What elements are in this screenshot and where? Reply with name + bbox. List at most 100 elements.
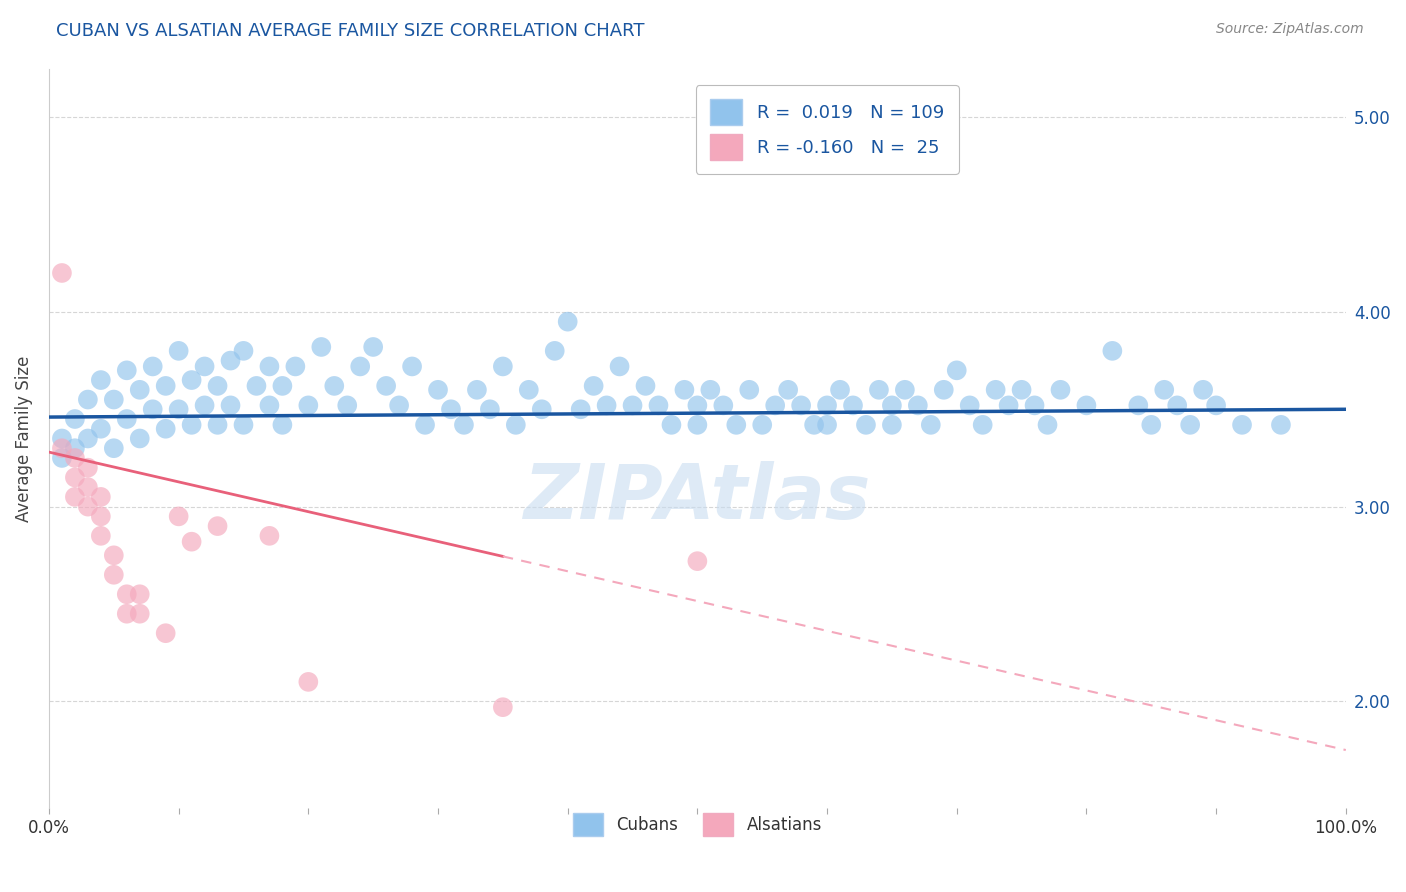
Point [128, 587, 150, 601]
Point [997, 398, 1019, 412]
Point [63, 450, 86, 465]
Point [465, 383, 488, 397]
Point [557, 315, 579, 329]
Point [959, 398, 981, 412]
Point [388, 398, 411, 412]
Point [1192, 383, 1215, 397]
Point [920, 417, 942, 432]
Point [63, 470, 86, 484]
Point [142, 402, 165, 417]
Point [1270, 417, 1292, 432]
Point [207, 379, 229, 393]
Point [51, 266, 73, 280]
Point [1153, 383, 1175, 397]
Point [77, 500, 100, 514]
Point [868, 383, 890, 397]
Point [609, 359, 631, 374]
Point [180, 373, 202, 387]
Point [90, 529, 112, 543]
Point [232, 343, 254, 358]
Point [90, 422, 112, 436]
Point [492, 359, 515, 374]
Point [167, 343, 190, 358]
Point [128, 607, 150, 621]
Point [51, 432, 73, 446]
Point [907, 398, 929, 412]
Point [815, 417, 838, 432]
Point [517, 383, 540, 397]
Point [297, 398, 319, 412]
Point [155, 422, 177, 436]
Point [1036, 417, 1059, 432]
Point [115, 363, 138, 377]
Point [180, 417, 202, 432]
Point [1140, 417, 1163, 432]
Point [361, 340, 384, 354]
Point [271, 379, 294, 393]
Point [63, 412, 86, 426]
Point [699, 383, 721, 397]
Point [194, 359, 217, 374]
Point [167, 509, 190, 524]
Point [1101, 343, 1123, 358]
Point [349, 359, 371, 374]
Point [311, 340, 333, 354]
Point [673, 383, 696, 397]
Point [855, 417, 877, 432]
Point [440, 402, 463, 417]
Point [207, 417, 229, 432]
Point [103, 392, 125, 407]
Point [128, 383, 150, 397]
Y-axis label: Average Family Size: Average Family Size [15, 355, 32, 522]
Point [738, 383, 761, 397]
Point [167, 402, 190, 417]
Text: ZIPAtlas: ZIPAtlas [523, 460, 872, 534]
Point [1024, 398, 1046, 412]
Point [595, 398, 617, 412]
Point [323, 379, 346, 393]
Point [90, 490, 112, 504]
Point [880, 398, 903, 412]
Text: CUBAN VS ALSATIAN AVERAGE FAMILY SIZE CORRELATION CHART: CUBAN VS ALSATIAN AVERAGE FAMILY SIZE CO… [56, 22, 645, 40]
Point [751, 417, 773, 432]
Point [51, 441, 73, 455]
Point [103, 441, 125, 455]
Point [647, 398, 669, 412]
Point [1076, 398, 1098, 412]
Point [115, 607, 138, 621]
Legend: Cubans, Alsatians: Cubans, Alsatians [565, 805, 830, 845]
Point [180, 534, 202, 549]
Point [492, 700, 515, 714]
Point [77, 480, 100, 494]
Point [51, 450, 73, 465]
Point [828, 383, 851, 397]
Point [103, 549, 125, 563]
Point [90, 373, 112, 387]
Point [945, 363, 967, 377]
Point [711, 398, 734, 412]
Point [128, 432, 150, 446]
Point [336, 398, 359, 412]
Point [271, 417, 294, 432]
Point [77, 460, 100, 475]
Point [1166, 398, 1188, 412]
Point [194, 398, 217, 412]
Point [1178, 417, 1201, 432]
Point [219, 353, 242, 368]
Point [686, 417, 709, 432]
Point [621, 398, 644, 412]
Point [763, 398, 786, 412]
Point [284, 359, 307, 374]
Point [1128, 398, 1150, 412]
Point [1011, 383, 1033, 397]
Point [207, 519, 229, 533]
Point [778, 383, 800, 397]
Point [232, 417, 254, 432]
Point [90, 509, 112, 524]
Point [155, 626, 177, 640]
Point [582, 379, 605, 393]
Point [427, 383, 450, 397]
Point [155, 379, 177, 393]
Point [63, 490, 86, 504]
Point [245, 379, 267, 393]
